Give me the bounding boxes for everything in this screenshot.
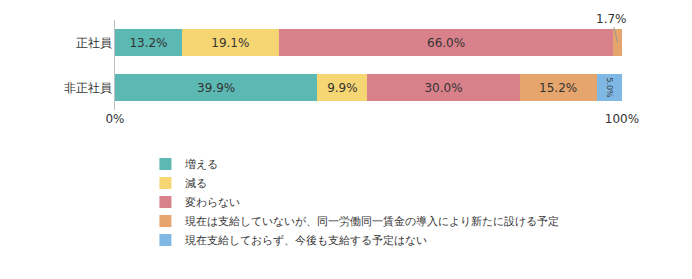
svg-text:現在は支給していないが、同一労働同一賃金の導入により新たに設: 現在は支給していないが、同一労働同一賃金の導入により新たに設ける予定	[185, 215, 559, 228]
svg-text:非正社員: 非正社員	[64, 81, 112, 95]
svg-text:現在支給しておらず、今後も支給する予定はない: 現在支給しておらず、今後も支給する予定はない	[185, 234, 427, 247]
svg-text:30.0%: 30.0%	[424, 81, 462, 95]
svg-text:0%: 0%	[105, 112, 124, 126]
svg-text:正社員: 正社員	[76, 36, 112, 50]
svg-text:15.2%: 15.2%	[539, 81, 577, 95]
svg-text:1.7%: 1.7%	[596, 12, 627, 26]
svg-text:39.9%: 39.9%	[197, 81, 235, 95]
svg-text:66.0%: 66.0%	[427, 36, 465, 50]
svg-text:100%: 100%	[605, 112, 639, 126]
svg-text:5.0%: 5.0%	[605, 77, 614, 98]
svg-text:減る: 減る	[185, 177, 207, 190]
svg-text:変わらない: 変わらない	[185, 196, 240, 209]
svg-text:19.1%: 19.1%	[211, 36, 249, 50]
svg-text:増える: 増える	[184, 158, 218, 171]
svg-text:9.9%: 9.9%	[327, 81, 358, 95]
svg-text:13.2%: 13.2%	[129, 36, 167, 50]
